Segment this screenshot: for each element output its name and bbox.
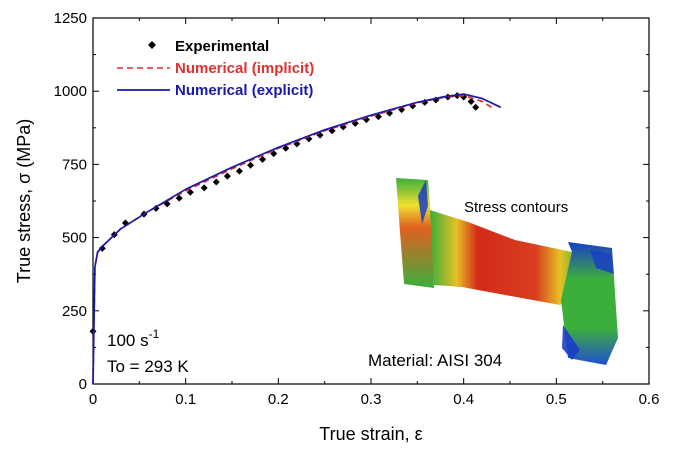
stress-contour-inset-image [396,178,618,365]
legend-label-explicit: Numerical (explicit) [175,82,313,99]
strain-rate-annotation: 100 s-1 [107,327,160,350]
experimental-point [282,144,290,152]
x-tick-label: 0.2 [268,391,289,408]
x-tick-label: 0.1 [175,391,196,408]
legend: Experimental Numerical (implicit) Numeri… [117,38,314,99]
inset-label: Stress contours [464,199,568,216]
experimental-point [212,178,220,186]
experimental-point [200,184,208,192]
x-tick-label: 0.5 [546,391,567,408]
x-tick-label: 0.3 [361,391,382,408]
temperature-annotation: To = 293 K [107,357,189,376]
y-tick-label: 0 [79,376,87,393]
experimental-point [328,127,336,135]
experimental-point [175,194,183,202]
experimental-point [223,172,231,180]
experimental-point [186,188,194,196]
explicit-series-line [92,93,502,385]
material-annotation: Material: AISI 304 [368,351,502,370]
y-tick-label: 500 [62,230,87,247]
x-tick-label: 0.4 [453,391,474,408]
experimental-point [235,167,243,175]
experimental-point [247,161,255,169]
experimental-point [89,327,97,335]
x-axis-label: True strain, ε [319,424,422,444]
experimental-point [259,155,267,163]
y-tick-label: 1250 [54,10,87,27]
y-axis-label: True stress, σ (MPa) [14,119,34,283]
legend-label-experimental: Experimental [175,38,269,55]
y-tick-label: 750 [62,156,87,173]
experimental-point [467,97,475,105]
series-layer [89,92,502,385]
experimental-point [386,109,394,117]
legend-label-implicit: Numerical (implicit) [175,60,314,77]
axis-ticks: 0 0.1 0.2 0.3 0.4 0.5 0.6 0 250 500 750 1000 1250 [54,10,660,408]
experimental-point [374,113,382,121]
y-tick-label: 250 [62,303,87,320]
x-tick-label: 0 [89,391,97,408]
x-tick-label: 0.6 [639,391,660,408]
legend-marker-experimental [148,41,156,49]
experimental-point [98,244,106,252]
y-tick-label: 1000 [54,83,87,100]
experimental-point [472,103,480,111]
